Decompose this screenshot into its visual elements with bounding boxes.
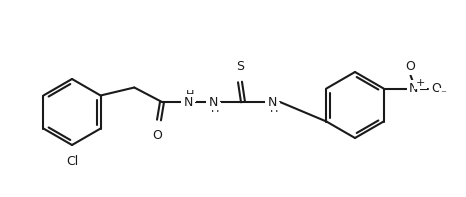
Text: N: N xyxy=(409,82,418,95)
Text: N: N xyxy=(208,96,218,109)
Text: +: + xyxy=(416,77,425,87)
Text: N: N xyxy=(267,96,277,109)
Text: H: H xyxy=(211,104,219,114)
Text: H: H xyxy=(270,104,278,114)
Text: H: H xyxy=(186,90,194,100)
Text: O: O xyxy=(152,129,162,142)
Text: ⁻: ⁻ xyxy=(441,89,446,99)
Text: Cl: Cl xyxy=(66,155,78,168)
Text: O: O xyxy=(405,60,416,73)
Text: N: N xyxy=(183,96,192,109)
Text: S: S xyxy=(236,60,244,73)
Text: O: O xyxy=(432,82,441,95)
